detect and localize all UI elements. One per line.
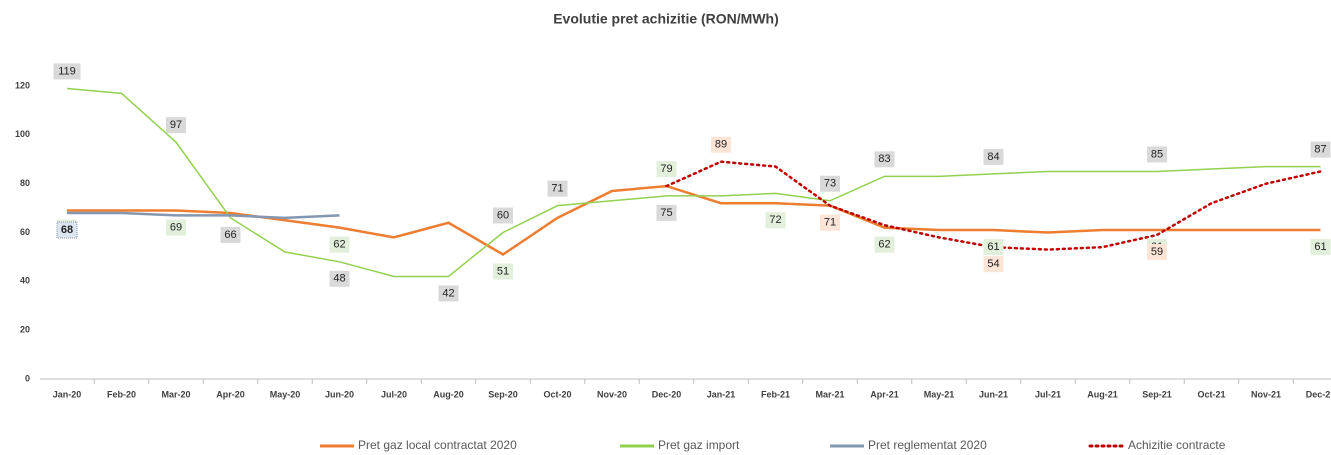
data-label: 62 [333, 239, 345, 251]
data-label-box [56, 221, 78, 239]
data-label-box [220, 226, 241, 243]
x-tick-label: Jul-21 [1035, 389, 1061, 399]
data-label: 61 [1314, 241, 1326, 253]
data-label: 73 [824, 178, 836, 190]
data-label-box [166, 219, 186, 236]
y-tick-label: 60 [20, 227, 30, 237]
data-label-box [656, 161, 677, 178]
data-label: 84 [987, 151, 999, 163]
data-label: 119 [58, 65, 76, 77]
series-line [67, 211, 340, 220]
x-tick-label: Feb-20 [107, 389, 136, 399]
x-tick-label: May-21 [924, 389, 955, 399]
data-label-box [166, 117, 186, 134]
data-label-box [983, 239, 1004, 256]
x-tick-label: Dec-20 [652, 389, 682, 399]
data-label: 60 [497, 209, 509, 221]
x-tick-label: Nov-20 [597, 389, 627, 399]
x-tick-label: Mar-21 [815, 389, 844, 399]
x-tick-label: Nov-21 [1251, 389, 1281, 399]
data-label: 97 [170, 119, 182, 131]
data-label-box [329, 270, 350, 287]
legend-label: Pret gaz import [658, 438, 740, 452]
legend-label: Pret gaz local contractat 2020 [358, 438, 517, 452]
y-tick-label: 20 [20, 325, 30, 335]
x-tick-label: Jan-20 [53, 389, 82, 399]
data-label: 83 [878, 153, 890, 165]
data-label: 89 [715, 139, 727, 151]
x-tick-label: Sep-20 [488, 389, 518, 399]
x-tick-label: Oct-20 [543, 389, 571, 399]
x-tick-label: Jun-20 [325, 389, 354, 399]
data-label-box [53, 63, 81, 80]
data-label-box [820, 214, 840, 231]
data-label: 54 [987, 258, 999, 270]
data-label-box [983, 256, 1004, 273]
data-label-box [874, 236, 895, 253]
x-tick-label: Dec-21 [1306, 389, 1331, 399]
x-tick-label: Jun-21 [979, 389, 1008, 399]
data-label: 69 [170, 221, 182, 233]
x-tick-label: May-20 [270, 389, 301, 399]
series-line [67, 184, 1321, 256]
data-label-box [1310, 141, 1331, 158]
data-label-box [656, 204, 677, 221]
data-label: 48 [333, 273, 345, 285]
x-tick-label: Aug-21 [1087, 389, 1118, 399]
chart-title: Evolutie pret achizitie (RON/MWh) [553, 11, 779, 27]
data-label-box [329, 236, 350, 253]
data-label-box [493, 207, 513, 224]
data-label: 42 [442, 287, 454, 299]
x-tick-label: Jan-21 [707, 389, 736, 399]
data-label: 79 [660, 163, 672, 175]
data-label: 72 [769, 214, 781, 226]
legend-label: Achizitie contracte [1128, 438, 1226, 452]
data-label-box [983, 148, 1004, 165]
data-label: 59 [1151, 246, 1163, 258]
data-label: 71 [551, 183, 563, 195]
x-tick-label: Mar-20 [161, 389, 190, 399]
x-tick-label: Sep-21 [1142, 389, 1172, 399]
data-label: 85 [1151, 148, 1163, 160]
data-label-box [711, 136, 731, 153]
data-label-box [820, 175, 840, 192]
data-label: 61 [987, 241, 999, 253]
data-label-box [1310, 239, 1331, 256]
data-label: 66 [224, 229, 236, 241]
series-line [665, 160, 1322, 251]
x-tick-label: Jul-20 [381, 389, 407, 399]
data-label-box [874, 151, 895, 168]
data-label-box [547, 180, 568, 197]
data-label-box [1147, 146, 1167, 163]
data-label-box [493, 263, 513, 280]
series-line [66, 87, 1321, 278]
data-label-box [765, 212, 786, 229]
y-tick-label: 100 [15, 129, 30, 139]
x-tick-label: Aug-20 [433, 389, 464, 399]
x-tick-label: Apr-20 [216, 389, 245, 399]
y-tick-label: 120 [15, 80, 30, 90]
data-label-box [1147, 243, 1167, 260]
y-tick-label: 40 [20, 276, 30, 286]
x-tick-label: Oct-21 [1197, 389, 1225, 399]
legend-label: Pret reglementat 2020 [868, 438, 987, 452]
x-tick-label: Feb-21 [761, 389, 790, 399]
data-label: 62 [878, 239, 890, 251]
data-label: 68 [61, 224, 73, 236]
data-label-box [438, 285, 459, 302]
y-tick-label: 0 [25, 373, 30, 383]
x-tick-label: Apr-21 [870, 389, 899, 399]
data-label: 75 [660, 207, 672, 219]
y-tick-label: 80 [20, 178, 30, 188]
data-label: 51 [497, 265, 509, 277]
data-label: 87 [1314, 143, 1326, 155]
data-label: 71 [824, 217, 836, 229]
